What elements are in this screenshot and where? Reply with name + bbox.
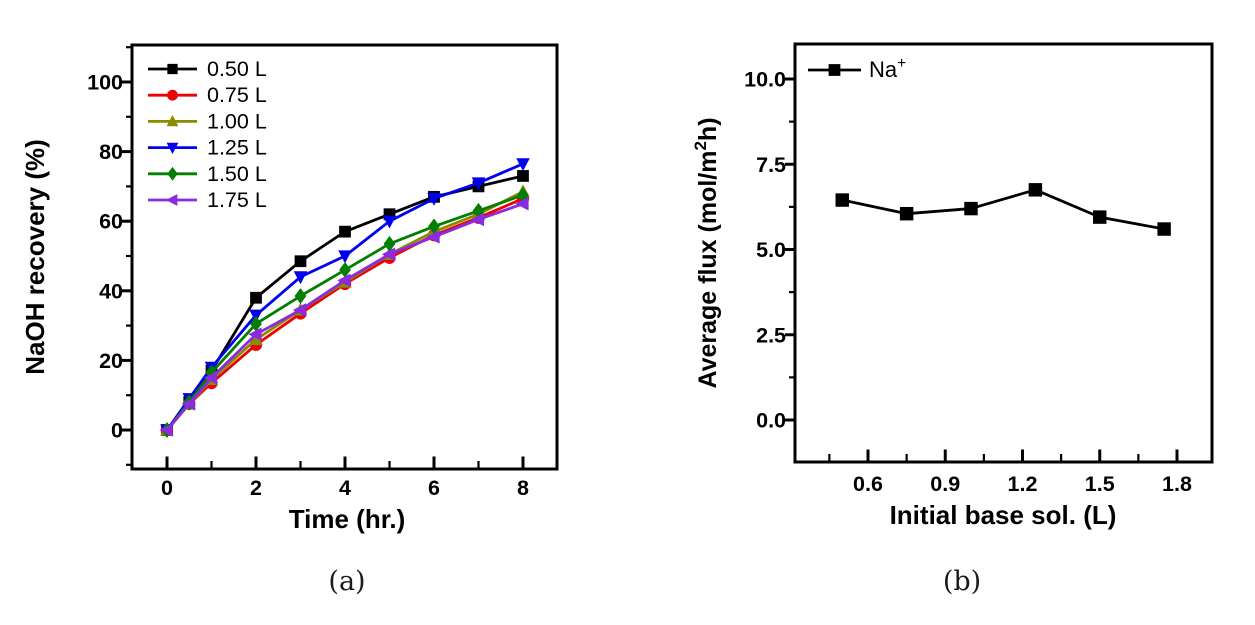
x-axis-title: Initial base sol. (L) bbox=[890, 500, 1117, 530]
x-tick-label: 0 bbox=[161, 476, 173, 500]
square-marker bbox=[294, 255, 307, 268]
triangle-down-marker bbox=[293, 271, 308, 285]
square-marker bbox=[1093, 210, 1107, 224]
triangle-down-marker bbox=[166, 142, 179, 155]
square-marker bbox=[1157, 222, 1171, 236]
x-tick-label: 1.5 bbox=[1085, 472, 1115, 496]
triangle-left-marker bbox=[470, 212, 485, 227]
triangle-down-marker bbox=[427, 192, 441, 206]
square-marker bbox=[339, 225, 351, 238]
legend-label: 0.75 L bbox=[207, 83, 267, 107]
y-tick-label: 5.0 bbox=[756, 238, 786, 262]
y-tick-label: 80 bbox=[99, 140, 123, 164]
triangle-left-marker bbox=[181, 397, 195, 411]
x-tick-label: 8 bbox=[517, 476, 529, 500]
y-tick-label: 7.5 bbox=[756, 153, 786, 177]
circle-marker bbox=[167, 89, 178, 101]
plot-frame bbox=[793, 42, 1214, 464]
diamond-marker bbox=[472, 202, 485, 219]
square-marker bbox=[835, 193, 849, 207]
triangle-left-marker bbox=[337, 273, 351, 288]
y-axis-title: NaOH recovery (%) bbox=[20, 139, 50, 375]
series-line bbox=[841, 188, 1165, 231]
triangle-down-marker bbox=[382, 215, 397, 229]
y-tick-label: 100 bbox=[87, 71, 123, 95]
legend: Na+ bbox=[808, 55, 906, 82]
triangle-left-marker bbox=[381, 247, 396, 262]
square-marker bbox=[828, 64, 841, 76]
x-tick-label: 1.8 bbox=[1162, 472, 1192, 496]
square-marker bbox=[1028, 183, 1043, 197]
series-line bbox=[165, 202, 524, 431]
square-marker bbox=[899, 206, 914, 221]
triangle-left-marker bbox=[515, 197, 529, 211]
triangle-down-marker bbox=[338, 250, 352, 264]
legend-label: 1.50 L bbox=[207, 162, 267, 186]
series-line bbox=[165, 162, 524, 431]
x-tick-label: 2 bbox=[250, 476, 262, 500]
x-tick-label: 4 bbox=[339, 476, 351, 500]
triangle-down-marker bbox=[471, 177, 486, 191]
square-marker bbox=[383, 208, 396, 221]
caption-b: (b) bbox=[942, 566, 982, 597]
y-tick-label: 0 bbox=[111, 419, 123, 443]
series-1.50-L bbox=[161, 187, 529, 438]
triangle-up-marker bbox=[249, 332, 263, 346]
y-tick-label: 40 bbox=[99, 279, 123, 303]
triangle-down-marker bbox=[516, 158, 530, 172]
triangle-left-marker bbox=[248, 327, 262, 342]
diamond-marker bbox=[205, 364, 218, 381]
y-tick-label: 20 bbox=[99, 349, 123, 373]
triangle-left-marker bbox=[426, 230, 440, 244]
legend-label: Na+ bbox=[869, 55, 906, 82]
diamond-marker bbox=[250, 315, 262, 332]
diamond-marker bbox=[167, 166, 178, 181]
x-tick-label: 0.9 bbox=[930, 472, 960, 496]
x-axis-title: Time (hr.) bbox=[289, 504, 406, 534]
y-tick-label: 2.5 bbox=[756, 323, 786, 347]
x-tick-label: 0.6 bbox=[853, 472, 883, 496]
series-1.75-L bbox=[159, 197, 529, 437]
triangle-left-marker bbox=[159, 423, 173, 437]
legend-label: 1.25 L bbox=[207, 136, 267, 160]
diamond-marker bbox=[339, 261, 351, 278]
y-tick-label: 0.0 bbox=[756, 409, 786, 433]
y-axis: 0 20 40 60 80 100 bbox=[87, 46, 134, 466]
legend: 0.50 L0.75 L1.00 L 1.25 L1.50 L1.75 L bbox=[148, 57, 267, 212]
y-axis-title: Average flux (mol/m2h) bbox=[691, 117, 722, 388]
y-axis: 0.0 2.5 5.0 7.5 10.0 bbox=[744, 68, 797, 433]
legend-label: 0.50 L bbox=[207, 57, 267, 81]
legend-label: 1.00 L bbox=[207, 109, 267, 133]
series-Na+ bbox=[835, 183, 1171, 236]
x-tick-label: 6 bbox=[428, 476, 440, 500]
square-marker bbox=[964, 201, 978, 216]
triangle-up-marker bbox=[166, 114, 179, 127]
y-tick-label: 60 bbox=[99, 210, 123, 234]
triangle-left-marker bbox=[203, 371, 218, 385]
series-line bbox=[165, 193, 524, 431]
diamond-marker bbox=[294, 288, 307, 304]
x-axis: 0 2 4 6 8 bbox=[161, 456, 529, 500]
diamond-marker bbox=[428, 218, 440, 235]
diamond-marker bbox=[383, 235, 396, 252]
chart-average-flux: 0.6 0.9 1.2 1.5 1.8 0.0 2.5 5.0 7.5 10.0 Initial b… bbox=[691, 42, 1214, 530]
triangle-left-marker bbox=[292, 303, 307, 317]
square-marker bbox=[167, 63, 178, 75]
caption-a: (a) bbox=[328, 566, 366, 597]
x-tick-label: 1.2 bbox=[1008, 472, 1038, 496]
x-axis: 0.6 0.9 1.2 1.5 1.8 bbox=[828, 449, 1192, 496]
square-marker bbox=[517, 170, 529, 182]
square-marker bbox=[250, 291, 262, 304]
y-tick-label: 10.0 bbox=[744, 68, 786, 92]
triangle-left-marker bbox=[165, 194, 178, 206]
legend-label: 1.75 L bbox=[207, 188, 267, 212]
